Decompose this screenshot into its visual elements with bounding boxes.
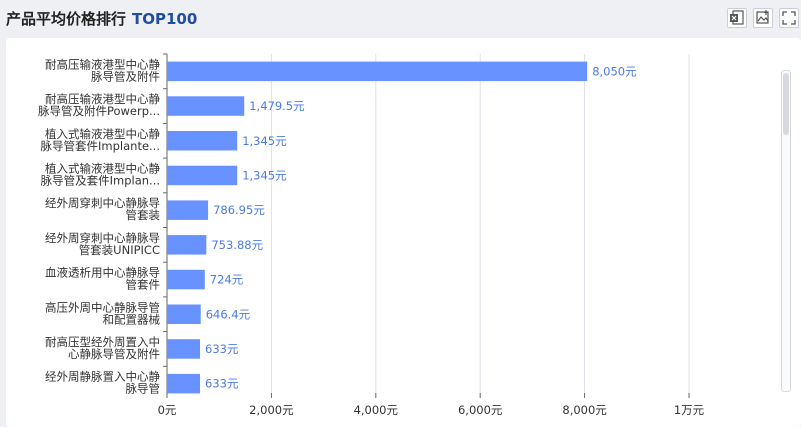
- category-label: 经外周穿刺中心静脉导管套装UNIPICC: [45, 231, 160, 257]
- value-label: 8,050元: [592, 64, 637, 78]
- category-labels: 耐高压输液港型中心静脉导管及附件耐高压输液港型中心静脉导管及附件Powerp..…: [38, 57, 161, 395]
- x-tick-label: 6,000元: [458, 403, 503, 417]
- image-export-icon[interactable]: [753, 8, 773, 28]
- value-label: 1,345元: [242, 134, 287, 148]
- title-text: 产品平均价格排行: [6, 10, 127, 28]
- value-label: 633元: [205, 377, 239, 391]
- category-label: 耐高压输液港型中心静脉导管及附件Powerp...: [38, 92, 161, 118]
- bar: [167, 339, 201, 359]
- bar: [167, 304, 201, 324]
- value-labels: 8,050元 1,479.5元 1,345元 1,345元 786.95元 753.88元…: [205, 64, 637, 390]
- bar: [167, 200, 209, 220]
- chart-card: [6, 38, 801, 427]
- scrollbar-thumb[interactable]: [783, 73, 789, 135]
- value-label: 753.88元: [211, 238, 263, 252]
- value-label: 724元: [210, 273, 244, 287]
- bars: [167, 61, 588, 394]
- category-label: 经外周静脉置入中心静脉导管: [45, 370, 160, 396]
- category-label: 植入式输液港型中心静脉导管及套件Implan...: [41, 161, 161, 187]
- x-tick-label: 8,000元: [562, 403, 607, 417]
- excel-export-icon[interactable]: [727, 8, 747, 28]
- chart-toolbar: [727, 8, 799, 28]
- value-label: 1,479.5元: [249, 99, 305, 113]
- chart-title: 产品平均价格排行 TOP100: [6, 8, 197, 29]
- bar: [167, 165, 238, 186]
- bar: [167, 235, 207, 255]
- value-label: 786.95元: [213, 203, 265, 217]
- category-label: 高压外周中心静脉导管和配置器械: [45, 300, 160, 326]
- chart-header: 产品平均价格排行 TOP100: [0, 0, 801, 36]
- category-label: 耐高压输液港型中心静脉导管及附件: [45, 57, 160, 83]
- value-label: 646.4元: [206, 307, 251, 321]
- x-axis-ticks: 0元 2,000元 4,000元 6,000元 8,000元 1万元: [158, 393, 705, 417]
- title-badge: TOP100: [132, 10, 198, 28]
- x-tick-label: 0元: [158, 403, 177, 417]
- bar: [167, 269, 205, 290]
- category-label: 耐高压型经外周置入中心静脉导管及附件: [45, 335, 160, 361]
- x-tick-label: 4,000元: [354, 403, 399, 417]
- vertical-scrollbar[interactable]: [781, 70, 791, 392]
- bar: [167, 131, 238, 151]
- value-label: 1,345元: [242, 168, 287, 182]
- bar: [167, 61, 588, 82]
- category-label: 植入式输液港型中心静脉导管套件Implante...: [41, 127, 161, 153]
- bar: [167, 373, 201, 394]
- category-label: 经外周穿刺中心静脉导管套装: [45, 196, 160, 222]
- x-tick-label: 1万元: [674, 403, 705, 417]
- value-label: 633元: [205, 342, 239, 356]
- category-label: 血液透析用中心静脉导管套件: [45, 266, 160, 292]
- fullscreen-icon[interactable]: [779, 8, 799, 28]
- bar: [167, 96, 245, 116]
- x-tick-label: 2,000元: [249, 403, 294, 417]
